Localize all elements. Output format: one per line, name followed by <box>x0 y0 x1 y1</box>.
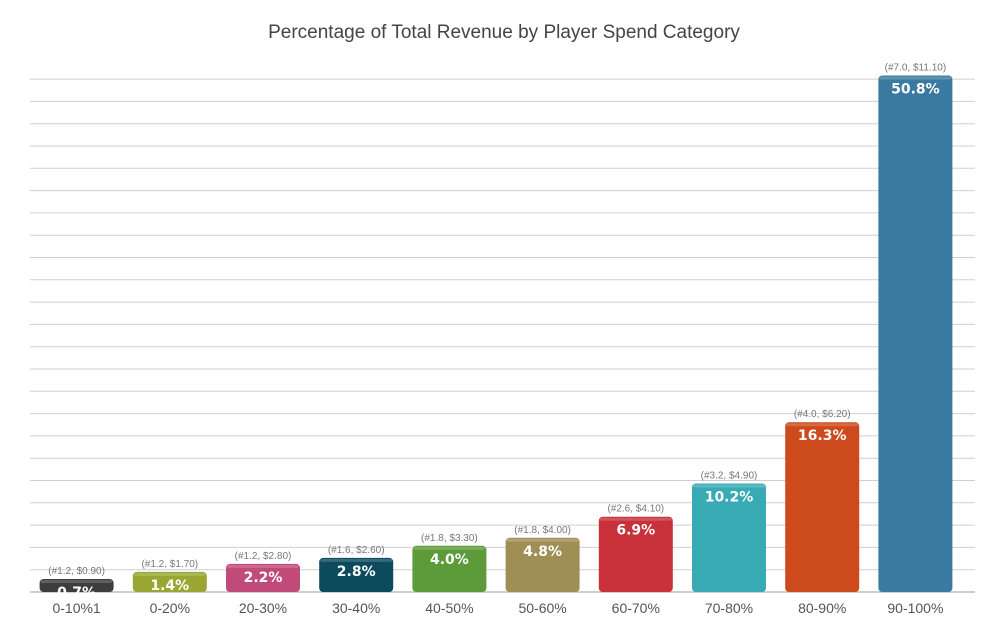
bar-value-label: 4.8% <box>523 544 562 560</box>
bar-annotation: (#1.2, $2.80) <box>235 551 292 562</box>
bar-highlight <box>599 517 672 521</box>
bars <box>39 75 953 592</box>
x-tick-label: 30-40% <box>332 600 380 616</box>
bar <box>319 557 394 592</box>
bar-annotation: (#2.6, $4.10) <box>607 504 664 515</box>
bar-value-label: 16.3% <box>798 428 847 444</box>
bar-annotation: (#1.8, $4.00) <box>514 525 571 536</box>
bar-highlight <box>320 558 393 562</box>
x-tick-label: 70-80% <box>705 600 753 616</box>
x-tick-label: 80-90% <box>798 600 846 616</box>
bar-annotation: (#1.2, $0.90) <box>48 566 105 577</box>
bar <box>226 563 300 592</box>
bar-highlight <box>133 572 206 576</box>
bar <box>785 422 860 592</box>
x-tick-label: 40-50% <box>425 600 473 616</box>
bar-value-label: 2.8% <box>337 564 376 580</box>
x-tick-label: 90-100% <box>887 600 943 616</box>
bar-annotation: (#1.2, $1.70) <box>141 559 198 570</box>
bar-highlight <box>227 564 299 568</box>
x-tick-label: 0-10%1 <box>52 600 100 616</box>
bar-value-label: 4.0% <box>430 552 469 568</box>
bar-highlight <box>506 538 579 542</box>
bar <box>598 516 673 592</box>
bar-annotation: (#1.8, $3.30) <box>421 533 478 544</box>
labels: 0.7% (#1.2, $0.90) 0-10%1 1.4% (#1.2, $1.70)… <box>48 63 946 617</box>
bar-value-label: 0.7% <box>57 585 96 601</box>
bar-value-label: 10.2% <box>705 490 754 506</box>
bar-value-label: 50.8% <box>891 82 940 98</box>
x-tick-label: 20-30% <box>239 600 287 616</box>
bar-annotation: (#3.2, $4.90) <box>701 471 758 482</box>
bar-highlight <box>879 76 952 80</box>
bar-annotation: (#1.6, $2.60) <box>328 545 385 556</box>
grid-lines <box>30 78 975 593</box>
bar-highlight <box>413 546 486 550</box>
bar-value-label: 6.9% <box>616 523 655 539</box>
chart-title: Percentage of Total Revenue by Player Sp… <box>268 22 740 43</box>
x-tick-label: 50-60% <box>518 600 566 616</box>
bar <box>878 75 953 592</box>
bar-value-label: 1.4% <box>150 578 189 594</box>
bar <box>505 537 580 592</box>
bar-annotation: (#7.0, $11.10) <box>885 63 947 74</box>
bar-highlight <box>786 423 859 427</box>
bar-highlight <box>40 580 113 583</box>
bar <box>39 579 114 592</box>
x-tick-label: 0-20% <box>150 600 190 616</box>
bar <box>692 483 766 592</box>
x-tick-label: 60-70% <box>612 600 660 616</box>
bar <box>412 545 487 592</box>
bar-value-label: 2.2% <box>244 570 283 586</box>
bar-annotation: (#4.0, $6.20) <box>794 409 851 420</box>
bar-highlight <box>693 484 765 488</box>
bar <box>132 571 207 592</box>
